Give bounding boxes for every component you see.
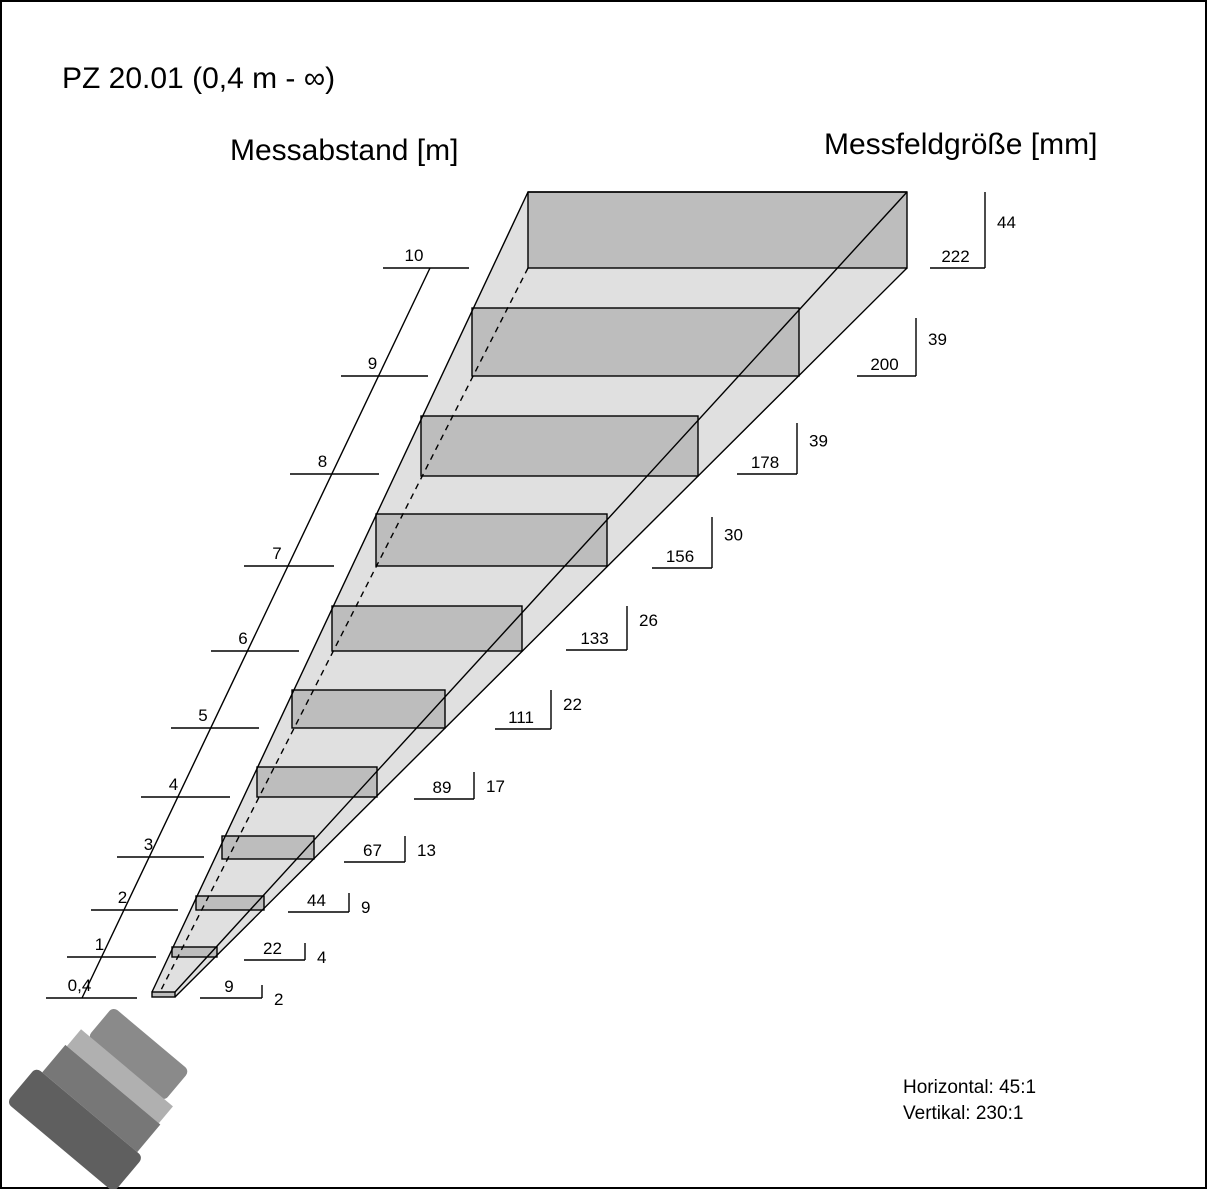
beam-edge [151,191,529,993]
field-rect [420,415,699,477]
ratio: Horizontal: 45:1 [903,1077,1036,1098]
size-heading: Messfeldgröße [mm] [824,128,1097,161]
distance-label: 7 [272,544,281,563]
height-label: 13 [417,841,436,860]
beam-edge [174,191,908,993]
beam-hidden-edge [159,267,529,993]
distance-label: 5 [198,706,207,725]
width-label: 22 [263,939,282,958]
distance-label: 3 [144,835,153,854]
width-label: 156 [666,547,694,566]
field-rect [331,605,523,652]
field-rect [256,766,378,798]
distance-label: 10 [405,246,424,265]
width-label: 200 [870,355,898,374]
distance-axis [81,267,431,999]
field-rect [221,835,315,860]
distance-heading: Messabstand [m] [230,134,458,167]
field-rect [291,689,446,729]
ratio: Vertikal: 230:1 [903,1103,1023,1124]
height-label: 22 [563,695,582,714]
distance-label: 8 [318,452,327,471]
width-label: 111 [508,708,534,727]
distance-label: 9 [368,354,377,373]
field-rect [195,895,265,911]
distance-label: 6 [238,629,247,648]
sensor-part [42,1044,161,1153]
height-label: 9 [361,898,370,917]
sensor-icon [8,1009,188,1189]
distance-label: 1 [95,935,104,954]
height-label: 39 [809,432,828,451]
title: PZ 20.01 (0,4 m - ∞) [62,62,335,95]
height-label: 4 [317,948,326,967]
field-rect [471,307,800,377]
width-label: 44 [307,891,326,910]
distance-label: 0,4 [68,976,92,995]
width-label: 89 [433,778,452,797]
beam-edge [174,267,908,998]
height-label: 17 [486,777,505,796]
sensor-part [66,1029,173,1124]
sensor-part [8,1069,141,1189]
field-rect [375,513,608,567]
height-label: 30 [724,526,743,545]
width-label: 67 [363,841,382,860]
height-label: 2 [274,990,283,1009]
sensor-part [89,1009,188,1100]
distance-label: 4 [169,775,178,794]
height-label: 44 [997,213,1016,232]
field-rect [527,191,908,269]
height-label: 26 [639,611,658,630]
width-label: 9 [224,977,233,996]
width-label: 133 [580,629,608,648]
field-rect [151,991,176,998]
width-label: 222 [941,247,969,266]
distance-label: 2 [118,888,127,907]
field-rect [171,946,218,958]
height-label: 39 [928,330,947,349]
width-label: 178 [751,453,779,472]
